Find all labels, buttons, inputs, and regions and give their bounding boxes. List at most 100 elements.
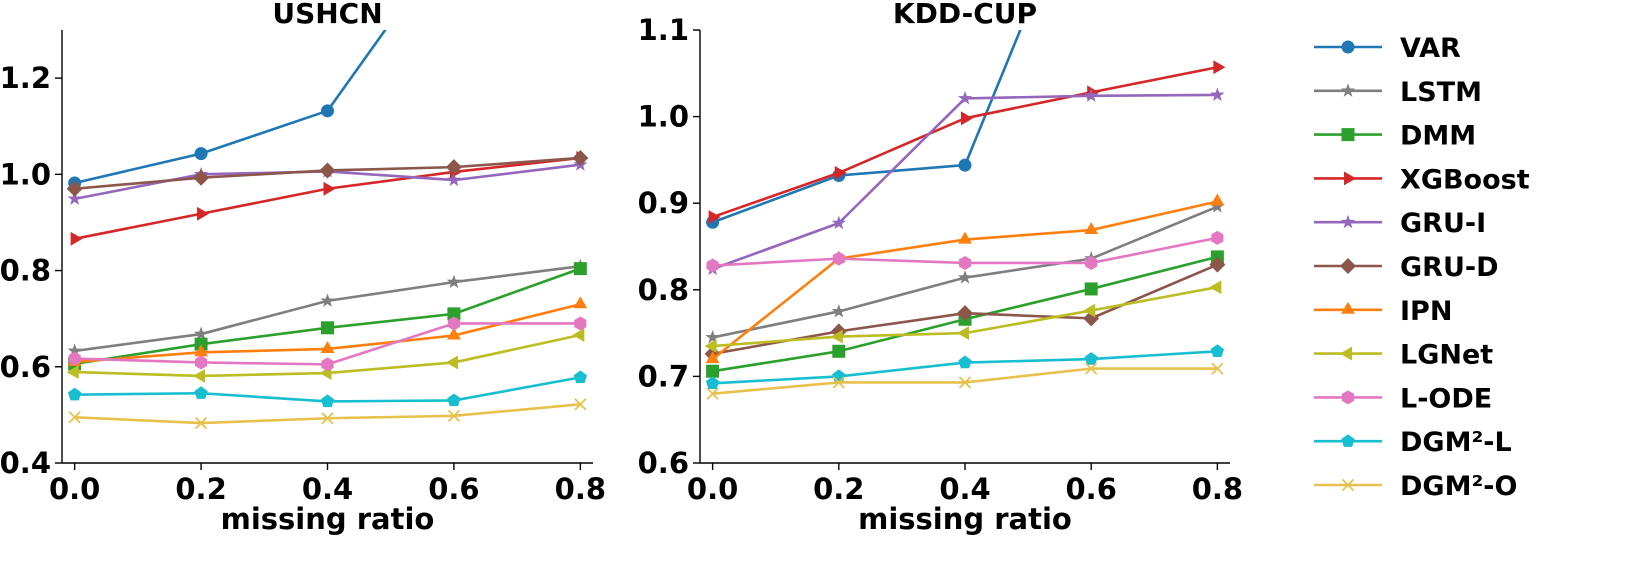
ushcn-point-dmm-1 xyxy=(194,337,208,351)
kdd-cup-point-lstm-4 xyxy=(1210,199,1225,213)
kdd-cup-point-ipn-0 xyxy=(705,351,720,364)
ushcn-point-xgboost-0 xyxy=(70,231,83,246)
kdd-cup-point-l-ode-4 xyxy=(1211,230,1224,245)
legend-item-l-ode: L-ODE xyxy=(1314,383,1492,414)
kdd-cup-point-lgnet-1 xyxy=(830,329,843,344)
ushcn-point-dgm2-o-2 xyxy=(321,412,334,425)
kdd-cup-point-l-ode-3 xyxy=(1085,255,1098,270)
ushcn-point-dmm-3 xyxy=(447,307,461,321)
ushcn-point-lstm-1 xyxy=(193,326,209,341)
ushcn-point-dgm2-l-4 xyxy=(573,370,588,384)
ushcn-point-dgm2-l-1 xyxy=(194,386,208,399)
legend-label-var: VAR xyxy=(1400,33,1461,64)
kdd-cup-point-dgm2-l-1 xyxy=(832,369,846,383)
ushcn-series-line-var xyxy=(74,30,387,185)
kdd-cup-title: KDD-CUP xyxy=(893,0,1037,30)
legend-marker-ipn xyxy=(1341,301,1355,314)
ushcn-point-dgm2-l-3 xyxy=(447,393,461,407)
kdd-cup-point-dmm-1 xyxy=(832,344,846,358)
kdd-cup-point-gru-i-3 xyxy=(1084,88,1099,102)
kdd-cup-plot-area xyxy=(704,30,1226,400)
legend-marker-l-ode xyxy=(1341,390,1355,405)
legend-marker-var xyxy=(1341,40,1355,54)
kdd-cup-point-lstm-1 xyxy=(831,303,846,318)
kdd-cup-y-tick-label-1: 0.7 xyxy=(638,359,689,393)
legend-label-dmm: DMM xyxy=(1400,121,1476,152)
legend: VAR LSTM DMM XGBoost GRU-I GRU-D IPN LGNet L-ODE… xyxy=(1314,33,1530,502)
kdd-cup-point-dgm2-o-0 xyxy=(706,387,719,400)
ushcn-point-l-ode-0 xyxy=(68,351,81,366)
ushcn-point-lgnet-3 xyxy=(445,355,458,370)
kdd-cup-x-tick-label-1: 0.2 xyxy=(813,472,864,506)
ushcn-point-dmm-4 xyxy=(573,262,587,276)
ushcn-x-tick-label-1: 0.2 xyxy=(175,472,226,506)
ushcn-point-var-1 xyxy=(194,147,208,161)
kdd-cup-point-dgm2-o-4 xyxy=(1211,362,1224,375)
kdd-cup-point-ipn-2 xyxy=(958,231,972,244)
ushcn-point-dgm2-l-0 xyxy=(67,387,82,401)
kdd-cup-point-dgm2-o-2 xyxy=(958,376,972,389)
ushcn-point-lstm-2 xyxy=(320,293,335,307)
kdd-cup-point-l-ode-1 xyxy=(832,251,845,266)
kdd-cup-point-dgm2-l-3 xyxy=(1084,352,1098,365)
ushcn-point-lstm-3 xyxy=(446,274,462,289)
legend-item-gru-d: GRU-D xyxy=(1314,252,1499,283)
legend-label-ipn: IPN xyxy=(1400,296,1452,327)
ushcn-x-tick-label-4: 0.8 xyxy=(555,472,606,506)
legend-item-dgm2-o: DGM²-O xyxy=(1314,471,1517,502)
legend-item-ipn: IPN xyxy=(1314,296,1452,327)
kdd-cup-x-tick-label-4: 0.8 xyxy=(1192,472,1243,506)
kdd-cup-point-lstm-0 xyxy=(705,329,720,344)
legend-item-lstm: LSTM xyxy=(1314,77,1482,108)
kdd-cup-point-dgm2-o-1 xyxy=(832,376,845,389)
ushcn-x-tick-label-3: 0.6 xyxy=(428,472,479,506)
kdd-cup-point-lgnet-0 xyxy=(704,339,717,354)
ushcn-point-gru-d-1 xyxy=(193,169,210,186)
ushcn-x-axis-label: missing ratio xyxy=(221,502,435,536)
kdd-cup-point-gru-i-2 xyxy=(957,90,973,105)
ushcn-title: USHCN xyxy=(272,0,382,30)
kdd-cup-series-line-dgm2-o xyxy=(712,367,1218,396)
kdd-cup-point-gru-i-1 xyxy=(831,215,846,230)
kdd-cup-point-xgboost-1 xyxy=(834,165,847,180)
chart-kdd-cup: KDD-CUP 0.6 0.7 0.8 0.9 1.0 1.1 0.0 0.2 0.4 0.6 0.8… xyxy=(638,0,1243,536)
ushcn-point-l-ode-4 xyxy=(574,316,587,331)
kdd-cup-y-tick-label-3: 0.9 xyxy=(638,186,689,220)
ushcn-point-lgnet-1 xyxy=(193,368,206,383)
kdd-cup-point-ipn-4 xyxy=(1210,193,1225,206)
legend-label-lstm: LSTM xyxy=(1400,77,1482,108)
ushcn-y-tick-label-2: 0.8 xyxy=(0,254,51,288)
kdd-cup-point-dmm-0 xyxy=(706,364,720,378)
kdd-cup-point-l-ode-2 xyxy=(958,255,972,270)
legend-marker-xgboost xyxy=(1344,171,1356,186)
kdd-cup-x-tick-label-0: 0.0 xyxy=(687,472,738,506)
ushcn-point-ipn-3 xyxy=(447,327,461,340)
ushcn-point-dgm2-o-0 xyxy=(68,411,81,424)
ushcn-point-var-2 xyxy=(321,104,334,118)
ushcn-point-gru-d-4 xyxy=(572,149,589,166)
legend-label-l-ode: L-ODE xyxy=(1400,383,1492,414)
ushcn-point-dgm2-o-3 xyxy=(447,409,461,422)
kdd-cup-x-tick-label-2: 0.4 xyxy=(939,472,990,506)
kdd-cup-point-xgboost-4 xyxy=(1213,60,1226,75)
ushcn-point-dgm2-o-1 xyxy=(194,416,208,430)
kdd-cup-point-dgm2-o-3 xyxy=(1085,362,1098,375)
ushcn-y-tick-label-0: 0.4 xyxy=(0,446,51,480)
legend-label-xgboost: XGBoost xyxy=(1400,164,1530,195)
kdd-cup-point-lstm-2 xyxy=(957,270,973,284)
ushcn-point-l-ode-2 xyxy=(321,357,334,372)
kdd-cup-y-tick-label-4: 1.0 xyxy=(638,100,689,134)
kdd-cup-point-lgnet-3 xyxy=(1083,303,1096,318)
ushcn-point-gru-i-3 xyxy=(446,172,462,187)
ushcn-point-dgm2-o-4 xyxy=(574,398,587,411)
legend-label-gru-i: GRU-I xyxy=(1400,208,1486,239)
legend-label-dgm2-l: DGM²-L xyxy=(1400,427,1512,458)
legend-marker-dmm xyxy=(1341,128,1355,142)
legend-item-lgnet: LGNet xyxy=(1314,340,1493,371)
ushcn-plot-area xyxy=(66,30,589,430)
kdd-cup-point-dmm-3 xyxy=(1084,282,1098,296)
legend-marker-dgm2-l xyxy=(1341,434,1355,447)
legend-label-dgm2-o: DGM²-O xyxy=(1400,471,1517,502)
legend-item-xgboost: XGBoost xyxy=(1314,164,1530,195)
